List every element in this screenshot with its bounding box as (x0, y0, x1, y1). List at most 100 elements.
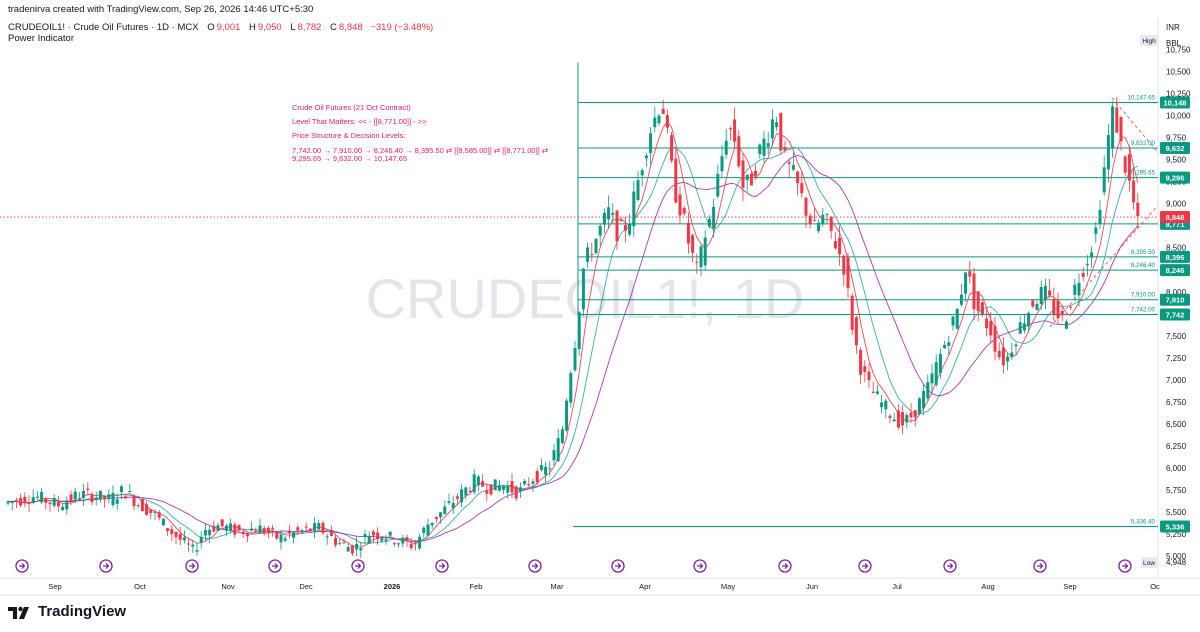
candle-body (997, 351, 1001, 358)
current-price-badge-text: 8,848 (1166, 213, 1185, 222)
candle-body (94, 497, 98, 500)
candle-body (791, 165, 795, 170)
level-price-badge-text: 5,336 (1166, 523, 1185, 532)
candle-body (1090, 252, 1094, 258)
y-tick-label: 5,250 (1166, 530, 1187, 539)
candle-body (107, 494, 111, 500)
candle-body (964, 272, 968, 294)
y-tick-label: 5,750 (1166, 486, 1187, 495)
indicator-name[interactable]: Power Indicator (8, 33, 75, 44)
candle-body (724, 140, 728, 155)
candle-body (443, 506, 447, 514)
moving-averages (7, 120, 1139, 548)
candle-body (770, 119, 774, 139)
price-chart[interactable]: CRUDEOIL1!, 1D 10,147.65 9,632.00 9,295.65… (0, 0, 1200, 600)
candle-body (359, 548, 363, 551)
candle-body (1014, 344, 1018, 347)
candle-body (401, 538, 405, 544)
candle-body (10, 501, 14, 504)
candle-body (812, 220, 816, 222)
candle-body (842, 255, 846, 275)
event-marker-arrow (532, 563, 539, 569)
candle-body (846, 257, 850, 289)
candle-body (313, 523, 317, 532)
candle-body (413, 543, 417, 545)
candle-body (124, 496, 128, 499)
candle-body (565, 400, 569, 431)
candle-body (686, 222, 690, 244)
candle-body (481, 481, 485, 487)
candle-body (665, 115, 669, 128)
candle-body (779, 112, 783, 151)
symbol-name[interactable]: CRUDEOIL1! · Crude Oil Futures · 1D · MC… (8, 22, 199, 33)
candle-body (497, 485, 501, 491)
candle-body (544, 466, 548, 475)
candle-body (884, 400, 888, 410)
candle-body (52, 498, 56, 506)
candle-body (1106, 135, 1110, 170)
candle-body (128, 491, 132, 493)
candle-body (741, 160, 745, 188)
candle-body (485, 490, 489, 494)
candle-body (48, 502, 52, 505)
level-price-badge-text: 9,632 (1166, 144, 1185, 153)
brand-name: TradingView (38, 603, 127, 620)
candle-body (187, 543, 191, 545)
candle-body (149, 509, 153, 514)
candle-body (6, 501, 10, 504)
level-label: 5,336.40 (1131, 519, 1156, 526)
annotation-line-1: Crude Oil Futures (21 Oct Contract) (292, 103, 411, 112)
level-price-badge-text: 8,396 (1166, 253, 1185, 262)
candle-body (909, 412, 913, 418)
candle-body (678, 194, 682, 216)
candle-body (380, 538, 384, 541)
y-tick-label: 6,750 (1166, 398, 1187, 407)
event-marker-arrow (103, 563, 110, 569)
candle-body (220, 519, 224, 527)
level-price-badge (1160, 171, 1190, 184)
high-badge (1140, 35, 1158, 46)
level-price-badge (1160, 250, 1190, 263)
x-tick-label: Oc (1150, 582, 1160, 591)
x-tick-label: Apr (639, 582, 651, 591)
candle-body (825, 214, 829, 216)
candle-body (161, 518, 165, 526)
level-price-badge-text: 9,296 (1166, 174, 1185, 183)
ma-fast-line (7, 120, 1139, 548)
annotation-line-4: 7,742.00 → 7,910.00 → 8,246.40 → 8,395.5… (292, 146, 549, 155)
candle-body (182, 537, 186, 541)
candle-body (749, 173, 753, 186)
event-marker-arrow (782, 563, 789, 569)
event-marker-arrow (189, 563, 196, 569)
candle-body (833, 241, 837, 249)
candle-body (346, 546, 350, 552)
candle-body (594, 238, 598, 254)
candle-body (418, 536, 422, 549)
y-tick-label: 7,500 (1166, 332, 1187, 341)
candle-body (388, 531, 392, 536)
event-marker-arrow (615, 563, 622, 569)
ma-mid-line (7, 146, 1138, 544)
candle-body (548, 468, 552, 470)
candle-body (258, 525, 262, 534)
candle-body (371, 531, 375, 536)
candle-body (733, 119, 737, 142)
candle-body (229, 523, 233, 531)
candle-body (930, 373, 934, 384)
high-value: 9,050 (257, 22, 282, 33)
candle-body (838, 238, 842, 255)
tradingview-brand[interactable]: TradingView (8, 603, 126, 620)
level-lines: 10,147.65 9,632.00 9,295.65 8,395.50 8,246.4… (0, 62, 1159, 528)
candle-body (1039, 286, 1043, 305)
candle-body (145, 504, 149, 515)
low-value: 4,948 (1166, 558, 1187, 567)
candle-body (1052, 299, 1056, 315)
candle-body (1094, 227, 1098, 234)
annotation-line-2: Level That Matters: << - [[8,771.00]] - … (292, 117, 427, 126)
event-marker-arrow (1037, 563, 1044, 569)
candle-body (199, 536, 203, 543)
candle-body (287, 530, 291, 534)
candle-body (434, 516, 438, 519)
y-tick-label: 10,250 (1166, 89, 1191, 98)
candle-body (82, 490, 86, 498)
